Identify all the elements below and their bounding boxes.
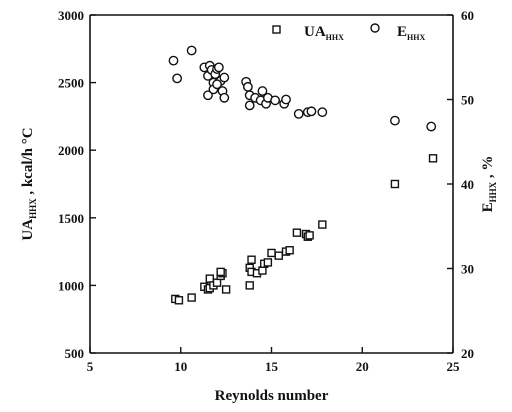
x-tick-label: 25 [447,359,461,374]
legend-circle-marker [370,23,380,33]
right-y-axis-title: EHHX , % [480,156,498,213]
ua-hhx-point [221,285,231,294]
x-axis-title: Reynolds number [215,388,329,404]
e-hhx-point [219,72,230,83]
x-tick-label: 15 [265,359,279,374]
right-y-axis-title-main: E [480,202,496,212]
right-y-tick-label: 40 [461,177,474,192]
left-y-axis-ticks: 500 1000 1500 2000 2500 3000 [58,8,96,361]
e-hhx-point [317,107,328,118]
ua-hhx-point [267,248,276,258]
e-hhx-point [219,92,230,103]
right-y-axis-title-rest: , % [480,156,496,182]
ua-hhx-point [274,251,283,260]
e-hhx-point [281,94,291,105]
legend-label-e-main: E [397,24,407,40]
e-hhx-point [270,95,281,106]
legend-label-ua: UAHHX [304,24,344,42]
left-y-tick-label: 1000 [58,278,84,293]
e-hhx-point [243,81,253,92]
right-y-tick-label: 30 [461,262,474,277]
legend: UAHHX EHHX [272,23,425,42]
left-y-tick-label: 500 [65,346,85,361]
ua-hhx-point [205,274,214,283]
left-y-axis-title-sub: HHX [28,198,38,219]
e-hhx-point [213,62,224,73]
e-hhx-point [203,90,213,101]
ua-hhx-point [247,255,256,264]
e-hhx-point [426,121,437,132]
e-hhx-point [390,115,400,126]
left-y-axis-title: UAHHX , kcal/h °C [20,127,38,240]
right-y-axis-ticks: 20 30 40 50 60 [447,8,474,361]
x-tick-label: 5 [87,359,94,374]
e-hhx-point [257,86,268,96]
ua-hhx-point [258,266,267,275]
e-hhx-point [168,55,179,66]
ua-hhx-point [174,296,184,305]
e-hhx-point [172,73,183,84]
e-hhx-point [293,108,304,119]
e-hhx-point [186,45,197,56]
legend-label-e: EHHX [397,24,425,42]
ua-hhx-point [216,267,225,277]
ua-hhx-point [245,281,254,290]
ua-hhx-point [428,154,438,163]
x-tick-label: 10 [174,359,187,374]
left-y-tick-label: 3000 [58,8,84,23]
right-y-tick-label: 60 [461,8,474,23]
ua-hhx-point [390,179,400,189]
right-y-axis-title-sub: HHX [488,181,498,202]
ua-hhx-point [187,293,196,302]
x-axis-ticks: 5 10 15 20 25 [87,347,460,374]
ua-hhx-point [292,228,302,237]
left-y-axis-title-main: UA [20,219,36,241]
ua-hhx-point [305,231,314,240]
left-y-axis-title-rest: , kcal/h °C [20,127,36,198]
legend-square-marker [272,25,281,34]
data-points [168,45,438,305]
e-hhx-point [306,106,317,117]
left-y-tick-label: 1500 [58,211,84,226]
legend-label-ua-sub: HHX [326,33,344,42]
right-y-tick-label: 50 [461,93,474,108]
legend-label-ua-main: UA [304,24,326,40]
right-y-tick-label: 20 [461,346,474,361]
ua-hhx-point [263,258,273,267]
x-tick-label: 20 [356,359,369,374]
e-hhx-point [244,100,255,111]
legend-label-e-sub: HHX [407,33,425,42]
ua-hhx-point [285,246,294,255]
e-hhx-point [212,79,222,90]
ua-hhx-point [212,278,222,287]
ua-hhx-point [318,220,327,229]
left-y-tick-label: 2500 [58,76,84,91]
left-y-tick-label: 2000 [58,143,84,158]
